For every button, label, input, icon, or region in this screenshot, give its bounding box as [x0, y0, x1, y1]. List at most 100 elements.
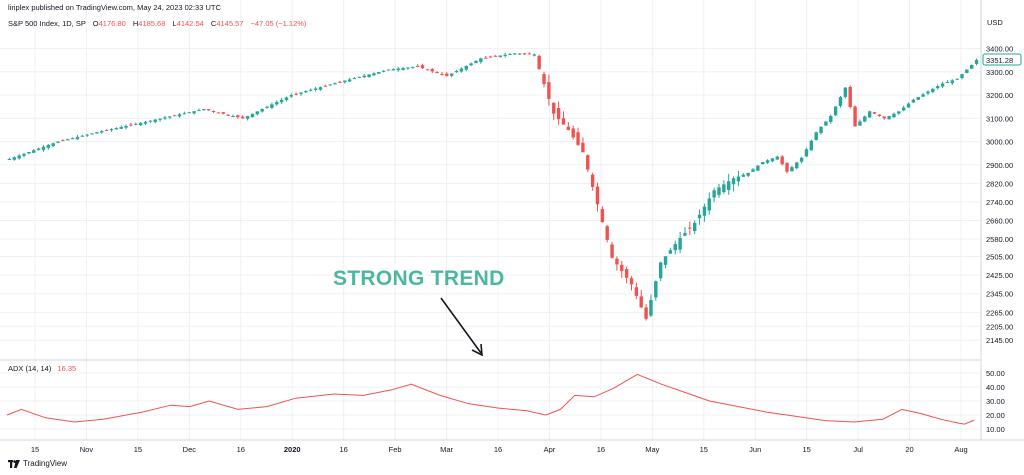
candle-body: [916, 97, 920, 100]
candle-body: [790, 167, 794, 172]
price-tick-label: 2145.00: [986, 336, 1013, 345]
candle-body: [250, 113, 255, 118]
ohlc-open-label: O: [92, 19, 99, 28]
tradingview-logo-icon: [8, 459, 20, 468]
candle-body: [595, 186, 600, 205]
candle-body: [872, 112, 877, 114]
candle-body: [960, 74, 964, 79]
price-tick-label: 2345.00: [986, 290, 1013, 299]
candle-body: [32, 150, 36, 153]
candle-body: [12, 157, 16, 160]
price-axis[interactable]: 3400.00 3300.00 3200.00 3100.00 3000.00 2900.…: [986, 45, 1013, 346]
candle-body: [566, 126, 571, 130]
candle-body: [352, 78, 357, 80]
candle-body: [707, 198, 711, 211]
candle-body: [294, 93, 298, 95]
candle-body: [41, 146, 46, 150]
candle-body: [328, 84, 332, 86]
price-tick-label: 3400.00: [986, 45, 1013, 54]
candle-body: [731, 178, 736, 185]
candle-body: [887, 116, 891, 120]
candle-body: [931, 88, 935, 93]
candle-body: [610, 244, 614, 258]
candle-body: [906, 103, 911, 108]
candle-body: [522, 53, 527, 55]
candle-body: [347, 79, 352, 82]
candle-body: [824, 121, 828, 126]
time-tick-label: 15: [700, 445, 708, 454]
candle-body: [678, 237, 682, 250]
candle-body: [182, 113, 187, 115]
time-axis[interactable]: 15 Nov 15 Dec 16 2020 16 Feb Mar 16 Apr 16 May 15 Jun 1…: [31, 445, 968, 454]
candle-body: [498, 55, 502, 57]
candle-body: [770, 158, 775, 162]
candle-body: [197, 110, 201, 112]
candle-body: [795, 162, 799, 169]
candle-body: [877, 114, 882, 117]
last-price-label: 3351.28: [986, 56, 1013, 65]
candle-body: [56, 141, 60, 143]
tradingview-footer[interactable]: TradingView: [8, 459, 67, 468]
candle-body: [187, 112, 191, 114]
candle-body: [377, 72, 381, 74]
strong-trend-annotation: STRONG TREND: [333, 267, 505, 290]
candle-body: [95, 132, 99, 134]
candle-body: [318, 87, 323, 90]
candle-body: [206, 109, 211, 111]
time-tick-label: May: [645, 445, 659, 454]
time-tick-label: Nov: [80, 445, 94, 454]
adx-axis[interactable]: 50.00 40.00 30.00 20.00 10.00: [986, 369, 1005, 434]
adx-legend[interactable]: ADX (14, 14) 16.35: [8, 364, 76, 373]
candle-body: [338, 81, 342, 83]
symbol-name[interactable]: S&P 500 Index, 1D, SP: [8, 19, 86, 28]
adx-series: [6, 373, 975, 425]
ohlc-close-value: 4145.57: [216, 19, 244, 28]
price-tick-label: 2740.00: [986, 198, 1013, 207]
candle-body: [654, 281, 658, 298]
candle-body: [7, 158, 12, 160]
candle-body: [46, 145, 51, 148]
candle-body: [688, 227, 692, 229]
candle-body: [785, 162, 789, 172]
candle-body: [124, 125, 128, 128]
candle-body: [386, 69, 391, 71]
candle-body: [231, 116, 235, 118]
candle-body: [858, 121, 862, 126]
candle-body: [469, 63, 473, 66]
candle-body: [90, 133, 94, 135]
candle-body: [309, 89, 313, 91]
candle-body: [440, 73, 444, 75]
candle-body: [104, 129, 109, 131]
last-price-badge: 3351.28: [982, 53, 1022, 66]
candle-body: [527, 53, 532, 55]
candle-body: [270, 104, 274, 108]
candle-body: [415, 65, 420, 67]
time-tick-label: Aug: [954, 445, 967, 454]
time-tick-label: 16: [494, 445, 502, 454]
candle-body: [425, 69, 430, 71]
candle-body: [27, 152, 31, 154]
currency-label[interactable]: USD: [987, 18, 1003, 27]
adx-legend-name[interactable]: ADX (14, 14): [8, 364, 52, 373]
candle-body: [799, 157, 804, 162]
ohlc-close-label: C: [210, 19, 217, 28]
adx-tick-label: 20.00: [986, 411, 1005, 420]
ohlc-change-value: −47.05 (−1.12%): [250, 19, 307, 28]
candle-body: [761, 162, 765, 165]
arrow-head: [471, 343, 483, 357]
candle-body: [445, 73, 449, 77]
candle-body: [722, 184, 726, 193]
candle-body: [571, 128, 575, 138]
candle-body: [153, 119, 157, 123]
candle-body: [279, 99, 284, 103]
symbol-legend[interactable]: S&P 500 Index, 1D, SP O4176.80 H4185.68 …: [8, 19, 306, 28]
candle-body: [211, 110, 216, 112]
time-tick-label: Apr: [544, 445, 556, 454]
candle-body: [780, 156, 784, 165]
candle-body: [829, 116, 833, 122]
time-tick-label: 15: [802, 445, 810, 454]
candle-body: [843, 87, 848, 97]
candle-body: [163, 117, 167, 119]
candle-body: [950, 80, 954, 84]
candle-body: [420, 65, 425, 69]
